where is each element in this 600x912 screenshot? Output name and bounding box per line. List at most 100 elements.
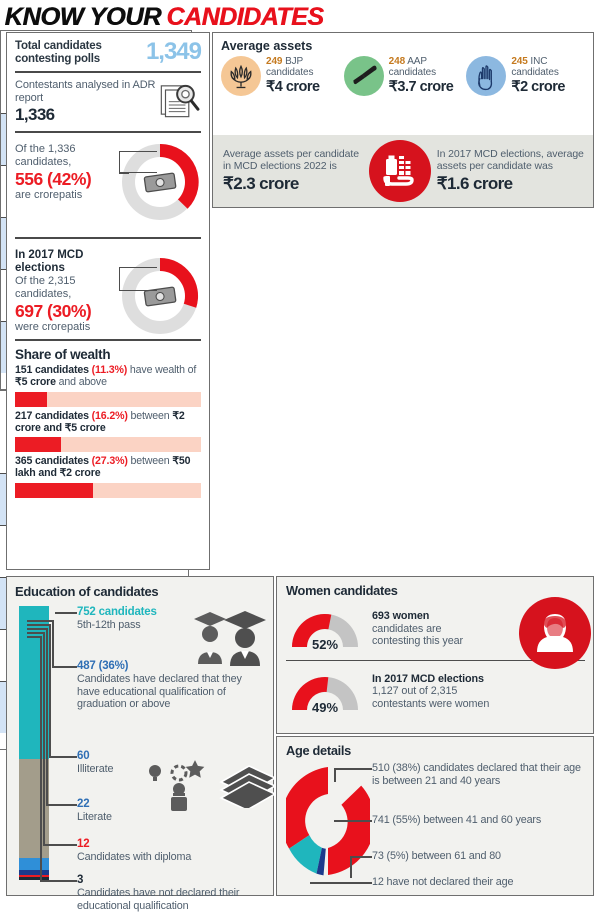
education-item: 60 Illiterate — [77, 750, 113, 776]
education-leader-line-base — [27, 624, 51, 626]
education-item-desc: 5th-12th pass — [77, 619, 141, 631]
total-candidates-value: 1,349 — [145, 38, 202, 65]
average-assets-panel: Average assets 249 BJP candidates ₹4 crore… — [212, 32, 594, 208]
crorepatis-2017-header: In 2017 MCD elections — [15, 249, 84, 274]
lotus-icon — [221, 56, 261, 96]
cash-icon — [143, 172, 177, 193]
age-item: 12 have not declared their age — [372, 876, 514, 889]
crorepatis-2017-line1: Of the 2,315 — [15, 275, 76, 287]
title-part-1: KNOW YOUR — [4, 3, 161, 31]
page-title: KNOW YOUR CANDIDATES — [0, 0, 600, 30]
party-word: candidates — [388, 67, 437, 78]
education-item-value: 752 candidates — [77, 606, 157, 618]
women-text-2022: 693 women candidates are contesting this… — [372, 610, 463, 648]
women-gauge-2022: 52% — [286, 607, 364, 652]
books-icon — [219, 765, 277, 808]
average-assets-comparison-strip: Average assets per candidate in MCD elec… — [213, 135, 593, 207]
total-candidates-row: Total candidates contesting polls 1,349 — [15, 38, 202, 65]
women-pct-2022: 52% — [311, 637, 339, 652]
party-count-name: 248 AAP — [388, 56, 427, 67]
crorepatis-2022-line2: candidates, — [15, 156, 72, 168]
age-leader-line — [310, 882, 372, 884]
party-average-amount: ₹4 crore — [266, 79, 320, 95]
wealth-bracket-pct: (16.2%) — [91, 409, 128, 422]
document-magnifier-icon — [160, 84, 200, 118]
share-of-wealth-section: Share of wealth 151 candidates (11.3%) h… — [15, 347, 201, 498]
education-item: 3 Candidates have not declared their educ… — [77, 874, 266, 912]
wealth-bracket-bar-track — [15, 437, 201, 453]
wealth-bracket-text: 217 candidates (16.2%) between ₹2 crore … — [15, 409, 185, 434]
wealth-bracket-count: 365 candidates — [15, 455, 89, 468]
age-leader-line — [334, 768, 372, 770]
education-item-value: 12 — [77, 838, 90, 850]
age-item: 510 (38%) candidates declared that their… — [372, 762, 585, 787]
broom-icon — [343, 56, 384, 96]
women-candidates-panel: Women candidates 52% 693 women candidate… — [276, 576, 594, 734]
age-leader-line — [350, 856, 372, 858]
women-text-2017: In 2017 MCD elections 1,127 out of 2,315… — [372, 673, 489, 711]
average-assets-title: Average assets — [221, 39, 313, 53]
divider — [15, 131, 201, 133]
cash-icon — [143, 286, 177, 307]
party-word: candidates — [266, 67, 314, 78]
education-leader-line — [49, 756, 77, 758]
education-leader-line — [43, 844, 77, 846]
wealth-bracket-range: ₹5 crore — [15, 376, 56, 389]
age-item-text: 510 (38%) candidates declared that their… — [372, 762, 581, 787]
left-stats-panel: Total candidates contesting polls 1,349 … — [6, 32, 210, 570]
crorepatis-2017-value: 697 (30%) — [15, 301, 92, 321]
age-item-text: 73 (5%) between 61 and 80 — [372, 850, 501, 862]
education-item-desc: Illiterate — [77, 763, 114, 775]
education-body: 752 candidates 5th-12th pass 487 (36%) Cand… — [15, 602, 277, 912]
crorepatis-2022-after: are crorepatis — [15, 189, 83, 201]
avg-2017-column: In 2017 MCD elections, average assets pe… — [431, 148, 587, 194]
education-leader-line-vertical — [49, 624, 51, 756]
women-count-2022: 693 women — [372, 610, 430, 623]
education-bar-segment — [19, 870, 49, 875]
education-item-desc: Candidates have declared that they have … — [77, 673, 242, 711]
crorepatis-2017-block: In 2017 MCD elections Of the 2,315 candi… — [15, 245, 201, 334]
adr-row: Contestants analysed in ADR report 1,336 — [15, 79, 201, 125]
money-in-hand-icon — [368, 140, 431, 202]
age-leader-line-vertical — [334, 768, 336, 782]
wealth-bracket-range: ₹2 crore and ₹5 crore — [15, 409, 185, 434]
leader-line — [119, 267, 157, 291]
avg-2017-label: In 2017 MCD elections, average assets pe… — [436, 147, 584, 172]
women-gauge-2017: 49% — [286, 670, 364, 715]
idea-person-icon — [149, 760, 205, 811]
women-line2-2017: contestants were women — [372, 697, 490, 710]
wealth-bracket-bar-fill — [15, 391, 48, 407]
avg-2017-amount: ₹1.6 crore — [436, 174, 513, 194]
adr-label: Contestants analysed in ADR report — [15, 79, 156, 104]
education-leader-line — [46, 804, 77, 806]
age-item: 741 (55%) between 41 and 60 years — [372, 814, 541, 827]
age-body: 510 (38%) candidates declared that their… — [286, 758, 585, 888]
education-panel: Education of candidates — [6, 576, 277, 912]
education-leader-line — [40, 880, 77, 882]
education-bar-segment — [19, 877, 49, 880]
party-average-item: 249 BJP candidates ₹4 crore — [221, 56, 340, 96]
wealth-bracket-count: 151 candidates — [15, 364, 89, 376]
crorepatis-2017-donut — [117, 253, 203, 339]
education-item-desc: Candidates with diploma — [77, 851, 192, 863]
women-title: Women candidates — [286, 583, 398, 598]
age-title: Age details — [286, 743, 351, 758]
age-leader-line — [334, 820, 372, 822]
education-leader-line — [52, 666, 77, 668]
avg-2022-column: Average assets per candidate in MCD elec… — [213, 148, 369, 194]
party-average-item: 245 INC candidates ₹2 crore — [466, 56, 585, 96]
wealth-bracket-pct: (27.3%) — [91, 455, 128, 468]
women-header-2017: In 2017 MCD elections — [372, 672, 484, 685]
age-details-panel: Age details 510 (38%) candidates declare… — [276, 736, 594, 896]
party-average-item: 248 AAP candidates ₹3.7 crore — [343, 56, 463, 96]
education-leader-line — [55, 612, 77, 614]
education-item: 12 Candidates with diploma — [77, 838, 191, 864]
wealth-bracket-count: 217 candidates — [15, 409, 89, 422]
crorepatis-2017-after: were crorepatis — [15, 321, 91, 333]
education-leader-line-vertical — [40, 636, 42, 880]
women-line1-2017: 1,127 out of 2,315 — [372, 685, 458, 698]
adr-value: 1,336 — [15, 105, 55, 124]
divider — [15, 237, 201, 239]
woman-badge-icon — [519, 597, 591, 669]
